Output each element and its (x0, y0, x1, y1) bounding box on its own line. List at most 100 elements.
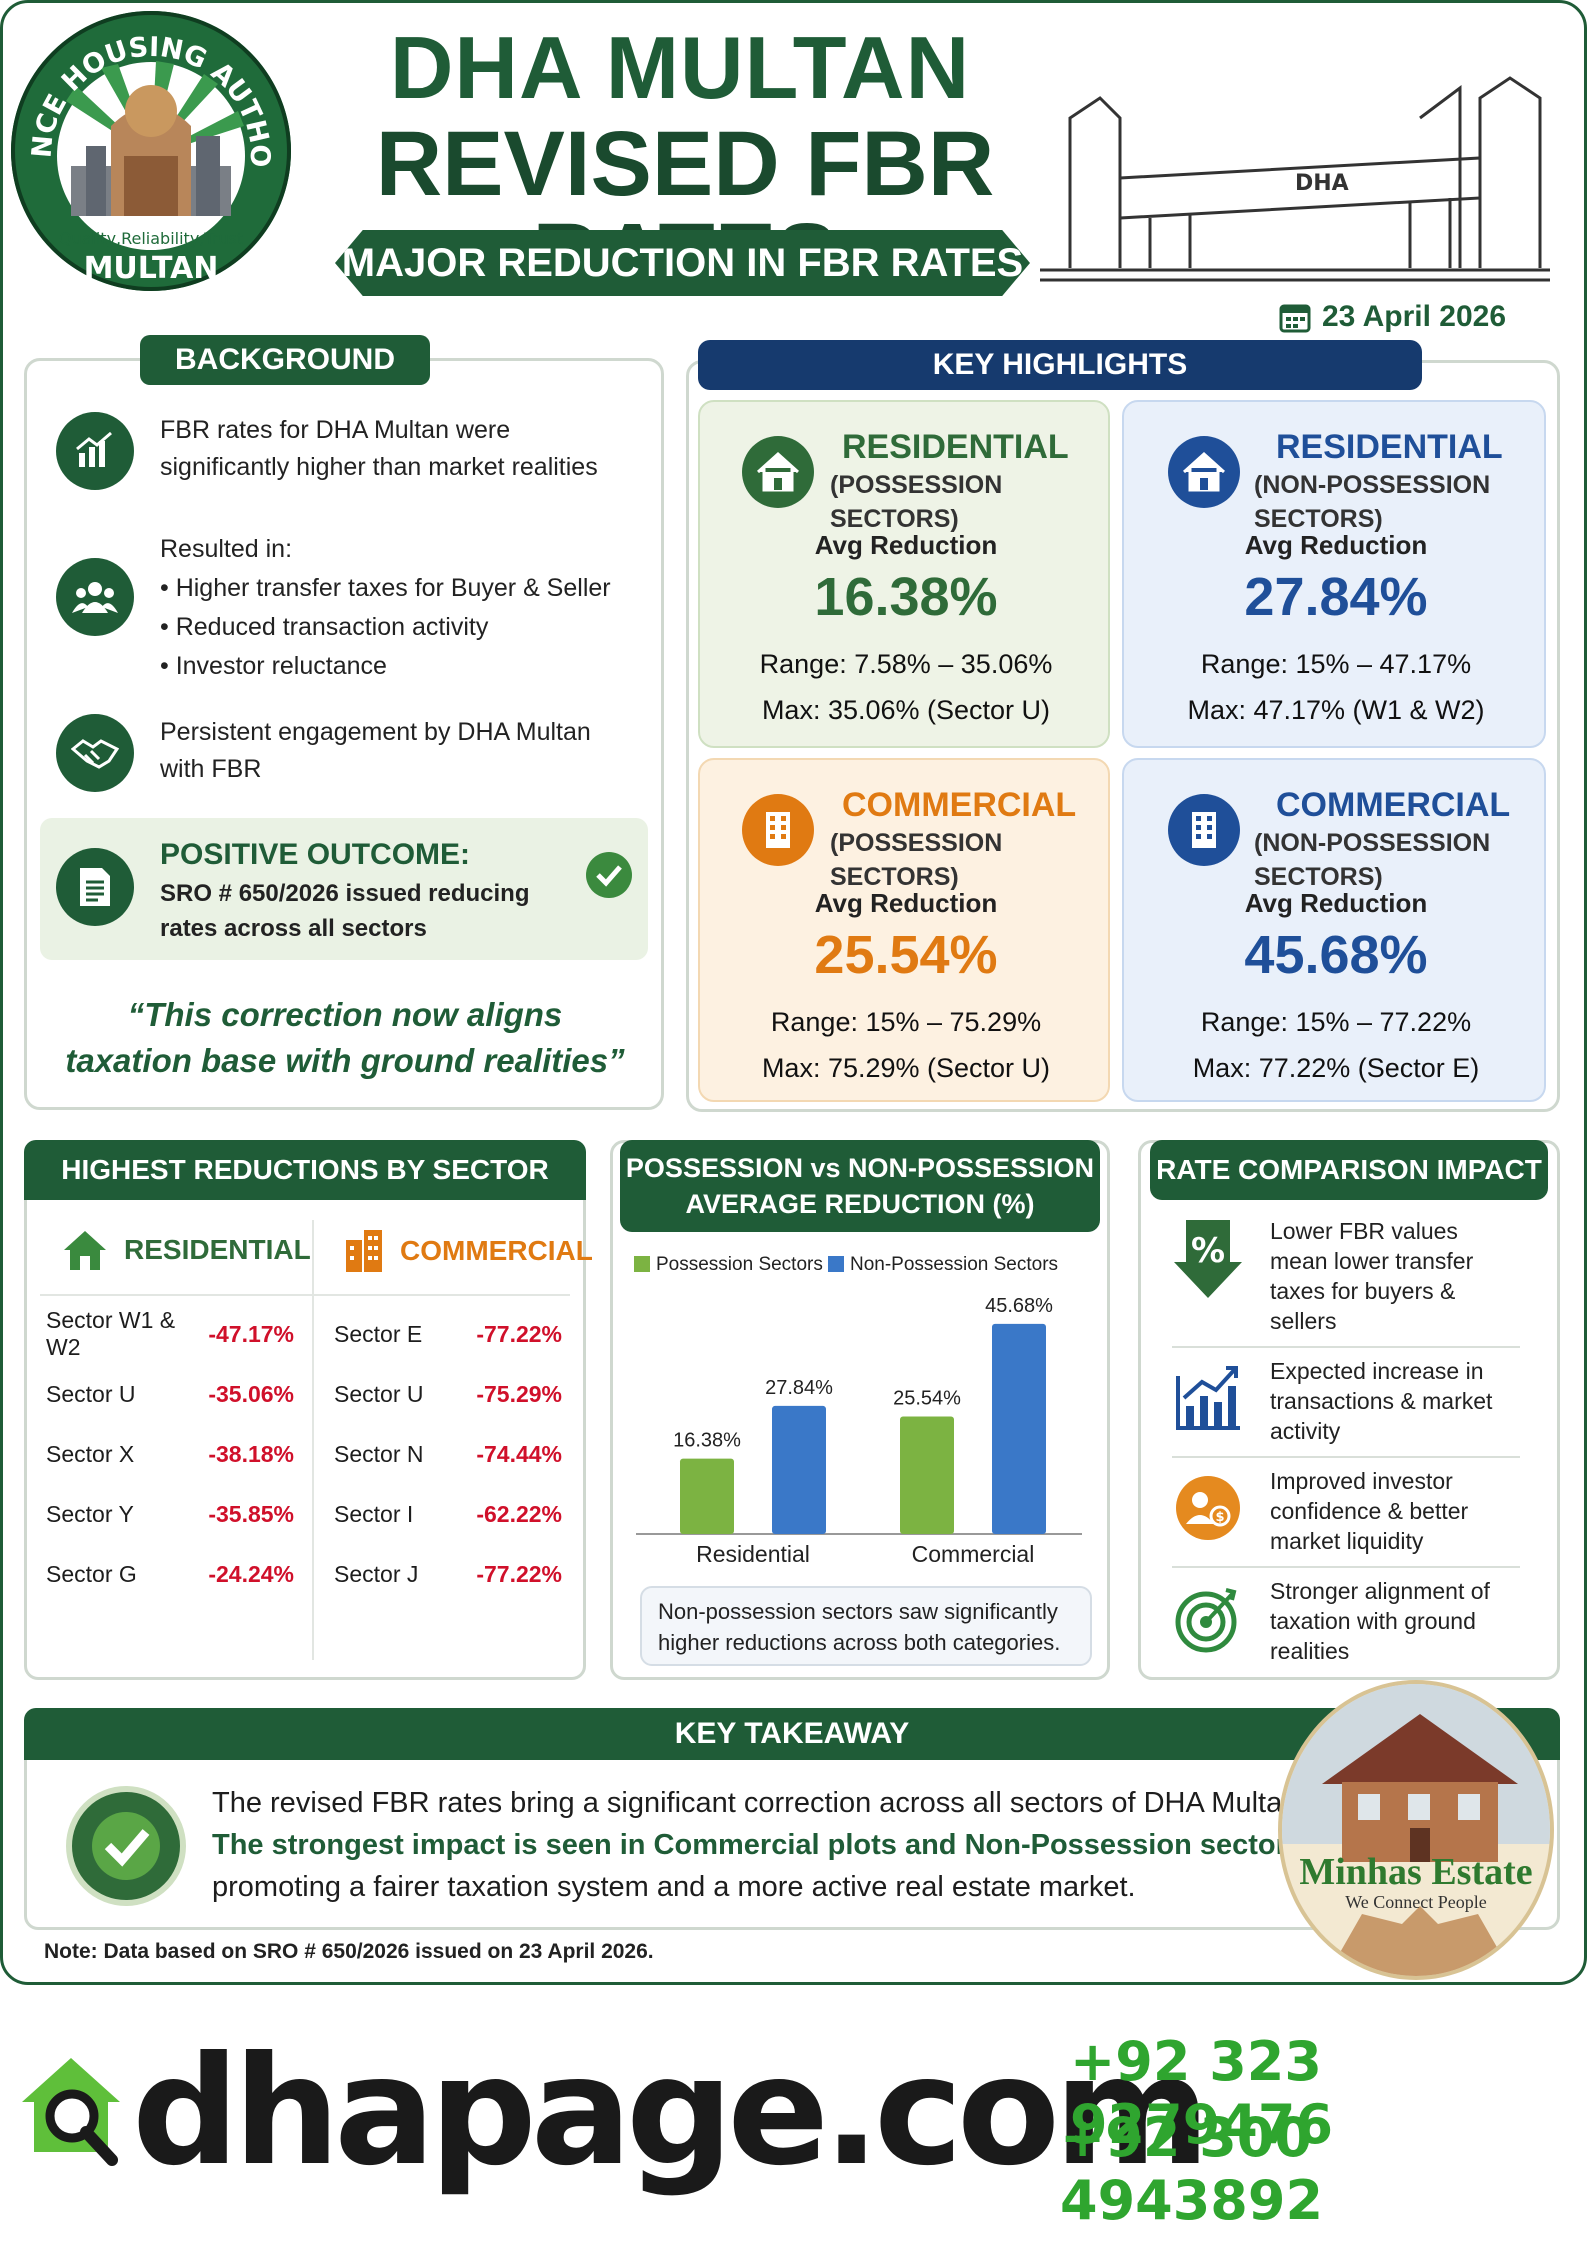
category-label: Commercial (912, 1541, 1035, 1567)
commercial-sector-list: Sector E -77.22% Sector U -75.29% Sector N… (334, 1304, 562, 1604)
list-item: Expected increase in transactions & mark… (1172, 1348, 1520, 1458)
avg-value: 16.38% (814, 567, 998, 627)
range-text: Range: 7.58% – 35.06% (759, 649, 1053, 679)
bullet-item: • Reduced transaction activity (160, 613, 489, 641)
residential-column-header: RESIDENTIAL (62, 1228, 311, 1272)
data-label: 45.68% (985, 1295, 1053, 1317)
data-label: 25.54% (893, 1388, 961, 1410)
list-item: $ Improved investor confidence & better … (1172, 1458, 1520, 1568)
building-icon (346, 1230, 382, 1272)
bullet-item: • Investor reluctance (160, 652, 387, 680)
background-panel (24, 358, 664, 1110)
legend-label: Possession Sectors (656, 1254, 823, 1275)
house-icon (64, 1231, 106, 1270)
table-row: Sector U -35.06% (46, 1380, 294, 1407)
page-title-line1: DHA MULTAN (389, 18, 971, 117)
max-text: Max: 75.29% (Sector U) (761, 1053, 1051, 1083)
impact-title: RATE COMPARISON IMPACT (1150, 1140, 1548, 1200)
table-row: Sector W1 & W2 -47.17% (46, 1307, 294, 1360)
house-icon (1168, 436, 1240, 508)
table-row: Sector Y -35.85% (46, 1500, 294, 1527)
card-title: COMMERCIAL (842, 786, 1077, 824)
bullet-item: • Higher transfer taxes for Buyer & Sell… (160, 574, 611, 602)
legend-swatch (828, 1256, 844, 1272)
chart-title: POSSESSION vs NON-POSSESSION AVERAGE REDU… (620, 1140, 1100, 1232)
phone-number-2[interactable]: +92 300 4943892 (1060, 2106, 1324, 2232)
impact-list: % Lower FBR values mean lower transfer t… (1172, 1208, 1520, 1676)
growth-chart-icon (1176, 1366, 1240, 1430)
background-quote: “This correction now aligns taxation bas… (65, 996, 625, 1079)
highlight-card-residential-possession: RESIDENTIAL (POSSESSION SECTORS) Avg Red… (698, 400, 1110, 748)
chart-icon (56, 412, 134, 490)
house-photo (1282, 1684, 1550, 1976)
people-icon (56, 558, 134, 636)
card-title: COMMERCIAL (1276, 786, 1511, 824)
svg-text:%: % (1191, 1231, 1225, 1271)
building-icon (1168, 794, 1240, 866)
bar (680, 1458, 734, 1534)
bar (992, 1323, 1046, 1534)
positive-outcome-title: POSITIVE OUTCOME: (160, 838, 471, 871)
avg-value: 25.54% (814, 925, 998, 985)
chart-note: Non-possession sectors saw significantly… (640, 1586, 1092, 1666)
key-takeaway-text: The revised FBR rates bring a significan… (212, 1787, 1312, 1903)
estate-name: Minhas Estate (1299, 1851, 1533, 1893)
building-icon (742, 794, 814, 866)
date-label: 23 April 2026 (1278, 300, 1506, 334)
bar (772, 1405, 826, 1534)
divider (312, 1220, 314, 1660)
handshake-icon (56, 714, 134, 792)
range-text: Range: 15% – 77.22% (1200, 1007, 1472, 1037)
residential-sector-list: Sector W1 & W2 -47.17% Sector U -35.06% Se… (46, 1304, 294, 1604)
document-icon (56, 848, 134, 926)
avg-value: 45.68% (1244, 925, 1428, 985)
positive-outcome-box (40, 818, 648, 960)
table-row: Sector E -77.22% (334, 1320, 562, 1347)
calendar-icon (1279, 304, 1311, 333)
avg-label: Avg Reduction (814, 530, 998, 560)
card-subtitle: (NON-POSSESSION SECTORS) (1254, 829, 1491, 891)
page-title-line2: REVISED FBR RATES (375, 113, 995, 302)
bar (900, 1416, 954, 1534)
phone-number-1[interactable]: +92 323 9279476 (1070, 2030, 1334, 2156)
background-text-1: FBR rates for DHA Multan were significan… (160, 416, 598, 481)
positive-outcome-text: SRO # 650/2026 issued reducing rates acr… (160, 880, 530, 942)
investor-icon: $ (1176, 1476, 1240, 1540)
background-text-3: Persistent engagement by DHA Multan with… (160, 718, 591, 783)
percent-down-icon: % (1174, 1220, 1242, 1298)
key-takeaway-title: KEY TAKEAWAY (24, 1708, 1560, 1760)
dha-logo: DEFENCE HOUSING AUTHORITY Quality,Reliab… (6, 6, 291, 291)
svg-text:$: $ (1215, 1510, 1224, 1525)
minhas-estate-badge: Minhas Estate We Connect People (1278, 1680, 1554, 1980)
legend-label: Non-Possession Sectors (850, 1254, 1058, 1275)
house-icon (742, 436, 814, 508)
dha-gate-illustration: DHA (1040, 76, 1550, 282)
date-text: 23 April 2026 (1322, 300, 1506, 333)
table-row: Sector U -75.29% (334, 1380, 562, 1407)
svg-text:MULTAN: MULTAN (84, 251, 219, 286)
target-icon (1175, 1588, 1237, 1653)
commercial-column-header: COMMERCIAL (342, 1228, 593, 1274)
card-title: RESIDENTIAL (1276, 428, 1503, 466)
max-text: Max: 35.06% (Sector U) (761, 695, 1051, 725)
max-text: Max: 77.22% (Sector E) (1192, 1053, 1480, 1083)
highlight-card-commercial-possession: COMMERCIAL (POSSESSION SECTORS) Avg Redu… (698, 758, 1110, 1102)
divider (40, 1294, 570, 1296)
background-title: BACKGROUND (140, 335, 430, 385)
highlight-card-commercial-non-possession: COMMERCIAL (NON-POSSESSION SECTORS) Avg … (1122, 758, 1546, 1102)
reduction-bar-chart: Possession Sectors Non-Possession Sectors… (634, 1254, 1082, 1567)
svg-text:Quality,Reliability,Trust: Quality,Reliability,Trust (59, 229, 243, 248)
home-search-icon (22, 2058, 120, 2166)
background-resulted-in: Resulted in: (160, 535, 293, 563)
background-item-1: FBR rates for DHA Multan were significan… (56, 412, 636, 490)
check-icon (586, 852, 632, 898)
table-row: Sector G -24.24% (46, 1560, 294, 1587)
data-label: 27.84% (765, 1377, 833, 1399)
max-text: Max: 47.17% (W1 & W2) (1187, 695, 1485, 725)
list-item: % Lower FBR values mean lower transfer t… (1172, 1208, 1520, 1348)
legend-swatch (634, 1256, 650, 1272)
table-row: Sector I -62.22% (334, 1500, 562, 1527)
card-subtitle: (NON-POSSESSION SECTORS) (1254, 471, 1491, 533)
verified-badge-icon (66, 1786, 186, 1906)
site-domain[interactable]: dhapage.com (132, 2025, 1210, 2199)
